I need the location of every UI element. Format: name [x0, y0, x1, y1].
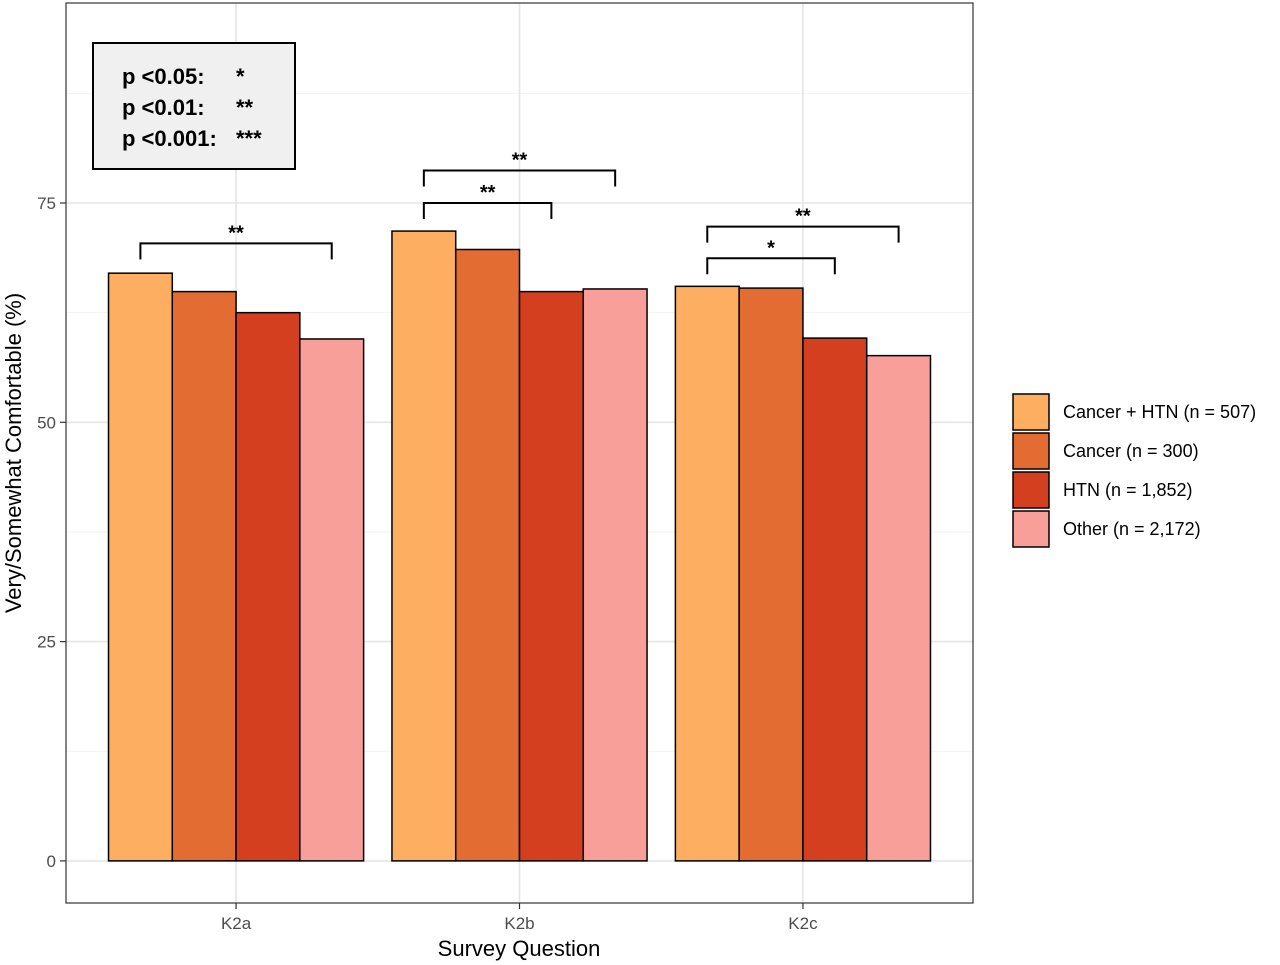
legend-label-3: HTN (n = 1,852)	[1063, 480, 1193, 500]
legend-label-2: Cancer (n = 300)	[1063, 441, 1199, 461]
legend-label-1: Cancer + HTN (n = 507)	[1063, 402, 1256, 422]
significance-key-box	[92, 42, 296, 170]
significance-bracket	[139, 242, 333, 260]
bar-k2c-series-3	[802, 337, 868, 862]
legend-swatch-1	[1012, 393, 1050, 431]
y-axis-title: Very/Somewhat Comfortable (%)	[1, 293, 26, 613]
pkey-text-1: p <0.05:	[122, 64, 205, 89]
pkey-text-2: p <0.01:	[122, 95, 205, 120]
bar-k2a-series-1	[107, 272, 174, 862]
bar-k2b-series-4	[582, 288, 648, 862]
bar-k2a-series-3	[235, 311, 301, 862]
bar-k2b-series-2	[454, 248, 521, 862]
bar-k2a-series-2	[171, 290, 237, 862]
significance-bracket	[706, 257, 836, 275]
bar-k2c-series-2	[738, 287, 804, 862]
significance-bracket	[422, 202, 553, 219]
x-axis-title: Survey Question	[438, 936, 601, 961]
legend-swatch-4	[1012, 510, 1050, 548]
y-tick-label: 25	[37, 633, 56, 652]
bar-k2c-series-4	[865, 354, 932, 862]
significance-brackets: *********	[139, 150, 900, 275]
bar-k2a-series-4	[299, 338, 365, 862]
legend-swatch-3	[1012, 471, 1050, 509]
x-tick-label: K2b	[504, 914, 534, 933]
y-axis: 0 25 50 75	[37, 194, 66, 871]
x-axis: K2a K2b K2c	[221, 903, 818, 933]
y-tick-label: 75	[37, 194, 56, 213]
significance-bracket	[706, 225, 900, 243]
significance-label: *	[767, 237, 775, 259]
significance-key: p <0.05: * p <0.01: ** p <0.001: ***	[92, 42, 296, 170]
significance-bracket	[422, 169, 617, 187]
y-tick-label: 50	[37, 413, 56, 432]
pkey-stars-3: ***	[236, 126, 262, 151]
significance-label: **	[228, 222, 244, 244]
pkey-stars-2: **	[236, 95, 254, 120]
x-tick-label: K2a	[221, 914, 252, 933]
x-tick-label: K2c	[788, 914, 818, 933]
pkey-stars-1: *	[236, 64, 245, 89]
legend-label-4: Other (n = 2,172)	[1063, 519, 1201, 539]
bar-k2b-series-3	[518, 290, 585, 862]
pkey-text-3: p <0.001:	[122, 126, 217, 151]
bars-group	[107, 230, 932, 862]
bar-k2b-series-1	[391, 230, 457, 862]
significance-label: **	[512, 150, 528, 172]
significance-label: **	[795, 206, 811, 228]
significance-label: **	[480, 182, 496, 204]
legend-swatch-2	[1012, 432, 1050, 470]
legend: Cancer + HTN (n = 507) Cancer (n = 300) …	[1012, 393, 1256, 548]
bar-k2c-series-1	[674, 285, 740, 862]
y-tick-label: 0	[47, 852, 56, 871]
